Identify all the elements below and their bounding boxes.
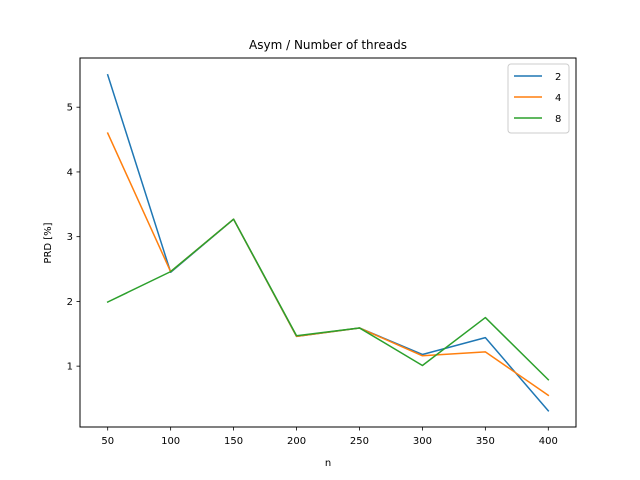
legend: 2 4 8 (507, 63, 570, 134)
x-tick-label: 400 (539, 436, 558, 447)
x-tick-label: 100 (161, 436, 180, 447)
y-tick-label: 5 (67, 103, 73, 114)
x-tick-label: 150 (224, 436, 243, 447)
x-tick-label: 300 (413, 436, 432, 447)
y-tick-label: 4 (67, 167, 73, 178)
x-axis-ticks: 50 100 150 200 250 300 350 400 (101, 427, 558, 447)
legend-box (507, 63, 570, 134)
x-tick-label: 200 (287, 436, 306, 447)
plot-frame (79, 57, 577, 428)
y-tick-label: 2 (67, 297, 73, 308)
x-axis-label: n (325, 458, 331, 469)
y-axis-ticks: 1 2 3 4 5 (67, 103, 80, 373)
chart-title: Asym / Number of threads (249, 38, 407, 52)
series-line-8 (106, 218, 550, 381)
x-tick-label: 250 (350, 436, 369, 447)
x-tick-label: 50 (101, 436, 114, 447)
plot-series-group (106, 73, 550, 412)
legend-label-4: 4 (555, 93, 561, 104)
legend-label-8: 8 (555, 114, 561, 125)
y-tick-label: 3 (67, 232, 73, 243)
x-tick-label: 350 (476, 436, 495, 447)
y-axis-label: PRD [%] (43, 222, 54, 263)
y-tick-label: 1 (67, 362, 73, 373)
legend-label-2: 2 (555, 72, 561, 83)
